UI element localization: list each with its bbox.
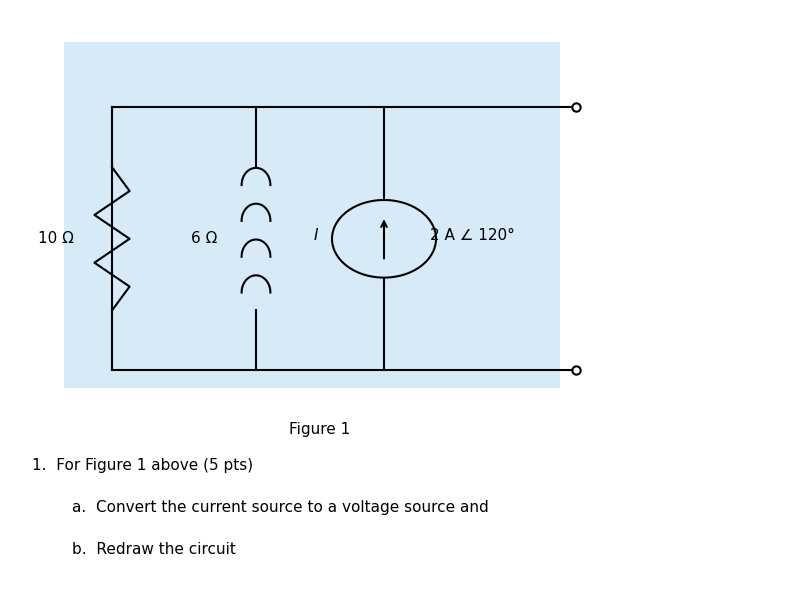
Text: 10 Ω: 10 Ω (38, 231, 74, 247)
Text: a.  Convert the current source to a voltage source and: a. Convert the current source to a volta… (72, 500, 489, 515)
Text: 1.  For Figure 1 above (5 pts): 1. For Figure 1 above (5 pts) (32, 458, 253, 473)
Text: I: I (314, 228, 318, 244)
FancyBboxPatch shape (64, 42, 560, 388)
Text: 2 A ∠ 120°: 2 A ∠ 120° (430, 228, 515, 244)
Text: Figure 1: Figure 1 (290, 422, 350, 438)
Text: 6 Ω: 6 Ω (191, 231, 217, 247)
Text: b.  Redraw the circuit: b. Redraw the circuit (72, 541, 236, 557)
